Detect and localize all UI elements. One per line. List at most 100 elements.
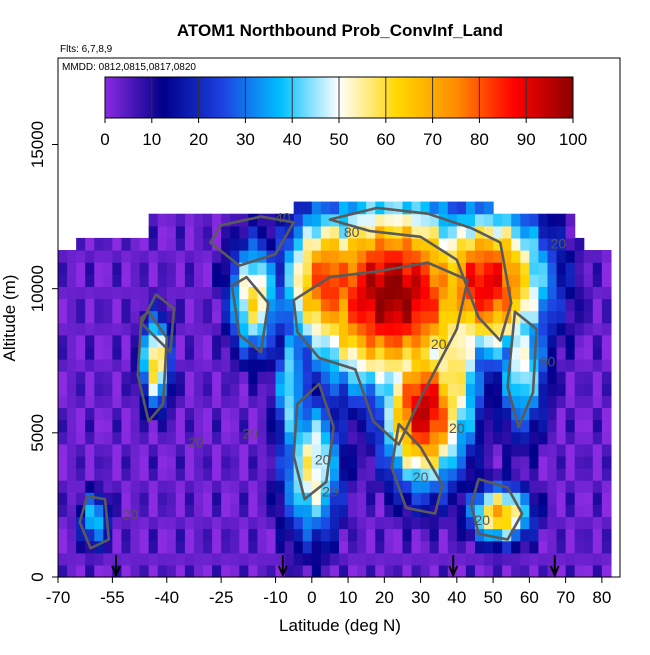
heatmap-cell: [230, 540, 240, 554]
heatmap-cell: [447, 455, 458, 469]
heatmap-cell: [166, 564, 177, 578]
heatmap-cell: [112, 274, 123, 287]
heatmap-cell: [348, 201, 358, 215]
flight-markers: [111, 555, 560, 578]
heatmap-cell: [239, 383, 249, 396]
heatmap-cell: [574, 504, 585, 518]
heatmap-cell: [429, 516, 440, 530]
heatmap-cell: [248, 286, 259, 300]
heatmap-cell: [239, 225, 249, 239]
heatmap-cell: [139, 431, 150, 445]
heatmap-cell: [493, 286, 503, 300]
heatmap-cell: [58, 552, 68, 566]
heatmap-cell: [320, 322, 331, 336]
heatmap-cell: [148, 564, 159, 578]
heatmap-cell: [339, 431, 349, 445]
heatmap-cell: [85, 310, 95, 324]
heatmap-cell: [212, 274, 222, 287]
heatmap-cell: [239, 431, 249, 445]
heatmap-cell: [76, 540, 86, 554]
heatmap-cell: [357, 213, 367, 227]
heatmap-cell: [556, 443, 567, 457]
heatmap-cell: [601, 516, 612, 530]
heatmap-cell: [411, 468, 422, 481]
heatmap-cell: [266, 237, 277, 251]
heatmap-cell: [547, 225, 558, 239]
heatmap-cell: [266, 213, 277, 227]
heatmap-cell: [375, 359, 385, 372]
heatmap-cell: [375, 298, 385, 312]
heatmap-cell: [266, 468, 277, 481]
heatmap-cell: [474, 274, 485, 287]
heatmap-cell: [166, 237, 177, 251]
heatmap-cell: [67, 383, 77, 396]
heatmap-cell: [230, 346, 240, 360]
heatmap-cell: [420, 492, 431, 505]
heatmap-cell: [121, 298, 132, 312]
heatmap-cell: [166, 540, 177, 554]
heatmap-cell: [148, 250, 159, 263]
heatmap-cell: [574, 310, 585, 324]
heatmap-cell: [411, 516, 422, 530]
heatmap-cell: [429, 274, 440, 287]
heatmap-cell: [293, 262, 304, 275]
heatmap-cell: [239, 540, 249, 554]
heatmap-cell: [538, 516, 549, 530]
heatmap-cell: [184, 262, 195, 275]
heatmap-cell: [357, 443, 367, 457]
heatmap-cell: [357, 419, 367, 433]
x-tick-label: -25: [209, 588, 234, 607]
heatmap-cell: [601, 492, 612, 505]
heatmap-cell: [565, 286, 576, 300]
heatmap-cell: [574, 371, 585, 384]
colorbar-lines: [151, 77, 527, 118]
heatmap-cell: [556, 540, 567, 554]
heatmap-cell: [193, 322, 204, 336]
heatmap-cell: [520, 383, 530, 396]
heatmap-cell: [484, 455, 494, 469]
heatmap-cell: [511, 371, 521, 384]
heatmap-cell: [348, 286, 358, 300]
heatmap-cell: [320, 528, 331, 542]
heatmap-cell: [420, 371, 431, 384]
heatmap-cell: [175, 540, 186, 554]
heatmap-cell: [329, 552, 340, 566]
heatmap-cell: [166, 492, 177, 505]
heatmap-cell: [139, 262, 150, 275]
heatmap-cell: [375, 455, 385, 469]
heatmap-cell: [184, 383, 195, 396]
heatmap-cell: [529, 455, 540, 469]
heatmap-cell: [58, 395, 68, 409]
heatmap-cell: [239, 250, 249, 263]
heatmap-cell: [484, 480, 494, 493]
heatmap-cell: [339, 322, 349, 336]
heatmap-cell: [184, 237, 195, 251]
heatmap-cell: [556, 262, 567, 275]
heatmap-cell: [311, 504, 322, 518]
heatmap-cell: [411, 359, 422, 372]
heatmap-cell: [402, 552, 413, 566]
heatmap-cell: [257, 310, 268, 324]
heatmap-cell: [484, 371, 494, 384]
heatmap-cell: [565, 298, 576, 312]
heatmap-cell: [411, 443, 422, 457]
contour-label: 20: [322, 483, 338, 499]
heatmap-cell: [601, 334, 612, 348]
heatmap-cell: [94, 359, 104, 372]
heatmap-cell: [248, 298, 259, 312]
heatmap-cell: [565, 443, 576, 457]
heatmap-cell: [565, 419, 576, 433]
heatmap-cell: [456, 431, 467, 445]
heatmap-cell: [493, 492, 503, 505]
heatmap-cell: [94, 383, 104, 396]
contour-line: [209, 215, 295, 267]
heatmap-cell: [474, 334, 485, 348]
heatmap-cell: [266, 455, 277, 469]
heatmap-cell: [320, 298, 331, 312]
heatmap-cell: [212, 310, 222, 324]
heatmap-cell: [520, 334, 530, 348]
x-tick-label: 50: [484, 588, 503, 607]
heatmap-cell: [76, 310, 86, 324]
heatmap-cell: [411, 322, 422, 336]
heatmap-cell: [76, 443, 86, 457]
